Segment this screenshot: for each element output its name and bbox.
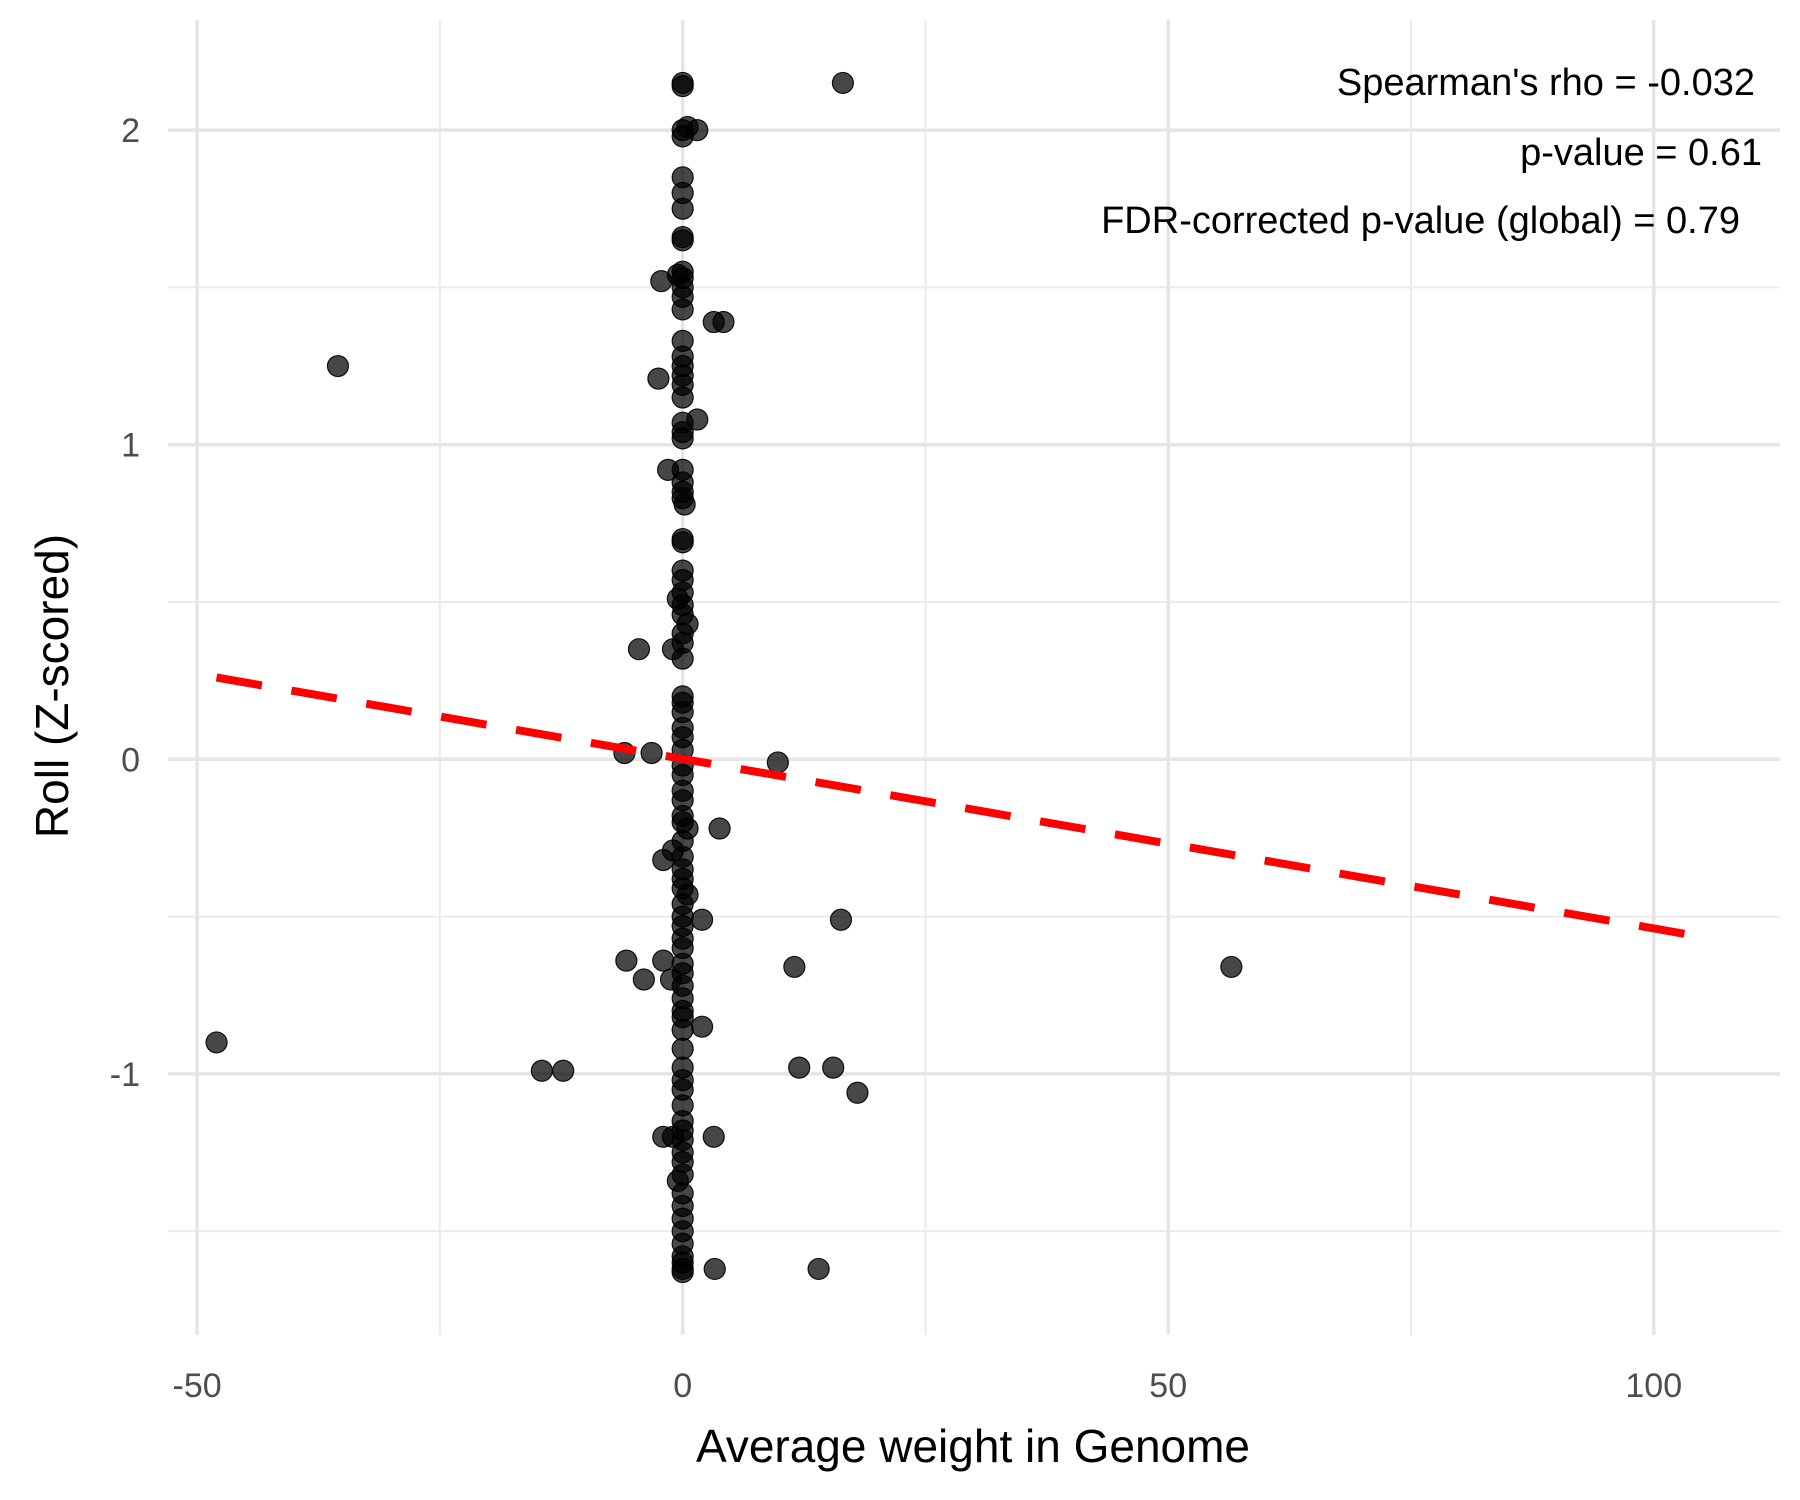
data-point <box>652 848 675 872</box>
data-point <box>831 71 855 95</box>
data-point <box>205 1031 228 1054</box>
data-point <box>530 1059 553 1082</box>
y-axis-ticks: -1 0 1 2 <box>110 112 140 1094</box>
x-tick-label: 0 <box>673 1367 692 1405</box>
data-point <box>552 1059 575 1082</box>
data-point <box>708 817 731 840</box>
data-point <box>766 751 789 774</box>
data-point <box>1220 955 1243 979</box>
data-point <box>822 1056 845 1079</box>
annotation-fdr: FDR-corrected p-value (global) = 0.79 <box>1101 200 1740 242</box>
data-points <box>205 71 1243 1284</box>
data-point <box>640 741 663 765</box>
data-point <box>671 386 694 409</box>
data-point <box>690 908 714 931</box>
x-tick-label: -50 <box>173 1367 222 1405</box>
data-point <box>676 115 699 139</box>
y-tick-label: -1 <box>110 1056 140 1094</box>
annotation-spearman: Spearman's rho = -0.032 <box>1337 62 1755 104</box>
data-point <box>652 949 675 972</box>
data-point <box>632 968 655 991</box>
data-point <box>788 1056 811 1079</box>
minor-grid <box>168 20 1780 1335</box>
y-tick-label: 2 <box>121 112 140 150</box>
annotation-pvalue: p-value = 0.61 <box>1520 132 1762 174</box>
data-point <box>647 367 670 390</box>
y-axis-title: Roll (Z-scored) <box>26 534 78 838</box>
data-point <box>807 1257 830 1281</box>
data-point <box>671 1260 694 1284</box>
data-point <box>671 298 694 321</box>
data-point <box>783 955 806 979</box>
data-point <box>671 531 694 554</box>
data-point <box>671 1018 694 1041</box>
data-point <box>846 1081 869 1104</box>
y-tick-label: 0 <box>121 741 140 779</box>
data-point <box>615 949 638 972</box>
data-point <box>671 427 694 450</box>
data-point <box>690 1015 714 1038</box>
data-point <box>671 229 694 252</box>
x-axis-ticks: -50 0 50 100 <box>173 1367 1683 1405</box>
data-point <box>671 647 694 670</box>
data-point <box>702 1125 725 1148</box>
major-grid <box>168 20 1780 1335</box>
data-point <box>712 310 735 334</box>
data-point <box>671 74 694 98</box>
data-point <box>703 1257 726 1281</box>
data-point <box>671 1037 694 1060</box>
trend-line <box>215 673 1713 943</box>
trend-line-group <box>215 673 1713 943</box>
x-tick-label: 50 <box>1149 1367 1187 1405</box>
data-point <box>673 493 696 516</box>
x-tick-label: 100 <box>1625 1367 1682 1405</box>
x-axis-title: Average weight in Genome <box>696 1420 1250 1472</box>
data-point <box>829 908 853 931</box>
data-point <box>671 197 694 220</box>
data-point <box>326 354 350 378</box>
y-tick-label: 1 <box>121 427 140 465</box>
data-point <box>627 638 651 661</box>
